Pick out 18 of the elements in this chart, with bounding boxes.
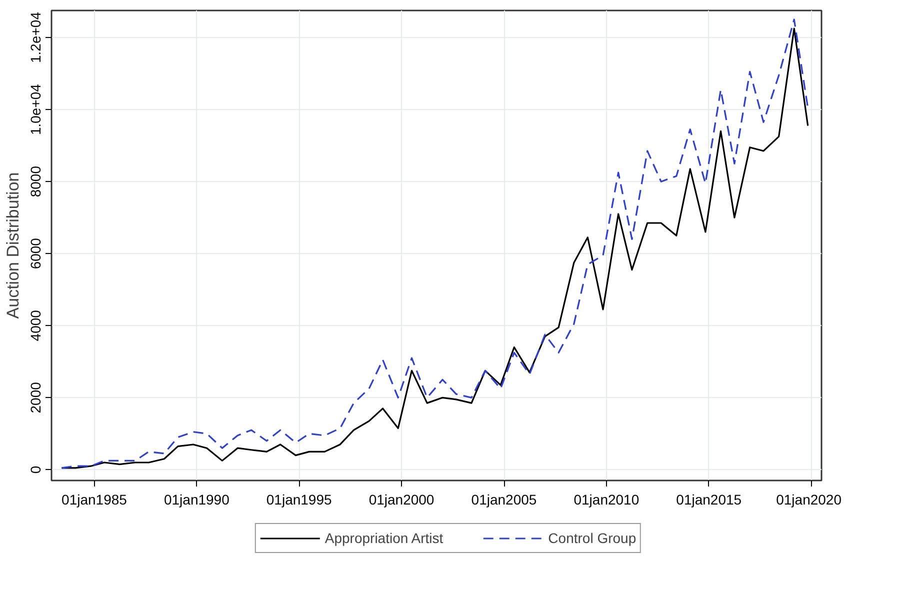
y-tick-label: 2000 [28, 382, 44, 414]
x-tick-label: 01jan1990 [164, 492, 230, 508]
y-axis-title: Auction Distribution [4, 172, 22, 319]
x-tick-label: 01jan2000 [368, 492, 434, 508]
y-tick-label: 8000 [28, 166, 44, 198]
x-tick-label: 01jan2015 [676, 492, 742, 508]
x-tick-label: 01jan2020 [776, 492, 842, 508]
y-tick-label: 6000 [28, 238, 44, 270]
legend-label: Control Group [548, 530, 636, 546]
x-tick-label: 01jan1995 [266, 492, 332, 508]
y-tick-label: 0 [28, 466, 44, 474]
y-tick-label: 4000 [28, 310, 44, 342]
x-tick-label: 01jan2010 [574, 492, 640, 508]
y-tick-label: 1.0e+04 [28, 84, 44, 136]
x-tick-label: 01jan1985 [62, 492, 128, 508]
x-tick-label: 01jan2005 [471, 492, 537, 508]
y-tick-label: 1.2e+04 [28, 12, 44, 64]
legend-label: Appropriation Artist [324, 530, 444, 546]
